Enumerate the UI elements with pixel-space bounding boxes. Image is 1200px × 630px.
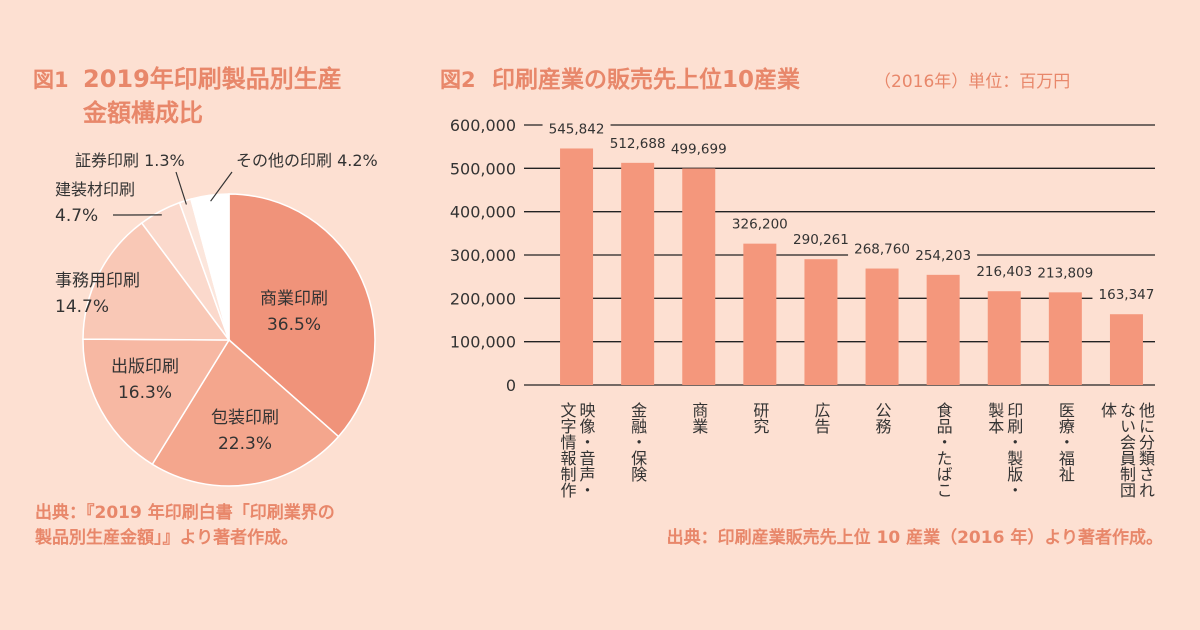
bar-title: 印刷産業の販売先上位10産業 (492, 66, 801, 93)
pie-label-6: その他の印刷 4.2% (236, 151, 378, 170)
bar-source: 出典：印刷産業販売先上位 10 産業（2016 年）より著者作成。 (667, 527, 1163, 548)
pie-fig-label: 図1 (33, 68, 69, 92)
pie-value-1: 22.3% (218, 434, 272, 454)
bar-7 (987, 291, 1021, 385)
bar-value-bg-0 (542, 118, 611, 137)
y-tick-label-3: 300,000 (450, 246, 516, 265)
x-category-label-3-0: 研究 (750, 402, 769, 434)
bar-value-bg-5 (848, 238, 917, 257)
pie-leader-5 (175, 171, 187, 205)
pie-slice-1 (151, 338, 340, 487)
x-category-label-8-0: 医療・福祉 (1056, 402, 1075, 482)
pie-slice-6 (190, 193, 230, 341)
x-category-label-6-0: 食品・たばこ (934, 402, 953, 498)
bar-chart: 0 100,000 200,000 300,000 400,000 500,000 600,… (450, 116, 1161, 498)
bar-value-bg-1 (603, 132, 672, 151)
y-tick-label-2: 200,000 (450, 289, 516, 308)
bar-value-bg-3 (725, 213, 794, 232)
y-tick-label-0: 0 (506, 376, 516, 395)
pie-value-4: 4.7% (55, 206, 98, 226)
bar-value-bg-4 (786, 229, 855, 248)
bar-5 (865, 268, 899, 385)
x-category-label-7-0: 印刷・製版・ (1004, 402, 1023, 498)
y-tick-label-1: 100,000 (450, 333, 516, 352)
bar-value-bg-6 (909, 244, 978, 263)
y-tick-label-5: 500,000 (450, 159, 516, 178)
bar-value-label-7: 216,403 (976, 264, 1032, 280)
bar-value-label-9: 163,347 (1099, 287, 1155, 303)
pie-label-3: 事務用印刷 (55, 271, 140, 291)
bar-fig-label: 図2 (440, 68, 476, 92)
bar-value-label-5: 268,760 (854, 242, 910, 258)
bar-value-label-4: 290,261 (793, 232, 849, 248)
bar-value-label-1: 512,688 (610, 136, 666, 152)
bar-value-bg-7 (970, 261, 1039, 280)
bar-0 (560, 148, 594, 385)
pie-label-0: 商業印刷 (260, 289, 328, 309)
bar-value-bg-2 (664, 138, 733, 157)
pie-leader-6 (210, 171, 233, 202)
bar-value-label-8: 213,809 (1037, 265, 1093, 281)
pie-value-3: 14.7% (55, 297, 109, 317)
pie-title-line-2: 金額構成比 (82, 99, 203, 127)
x-category-label-1-0: 金融・保険 (628, 402, 647, 482)
bar-2 (682, 168, 716, 385)
bar-subtitle: （2016年）単位：百万円 (874, 72, 1070, 92)
x-category-label-9-0: 他に分類され (1136, 402, 1155, 498)
pie-slice-0 (228, 193, 376, 438)
bar-value-label-0: 545,842 (549, 121, 605, 137)
bar-4 (804, 259, 838, 385)
y-tick-label-6: 600,000 (450, 116, 516, 135)
bar-3 (743, 243, 777, 385)
bar-value-bg-8 (1031, 262, 1100, 281)
pie-label-1: 包装印刷 (211, 408, 279, 428)
pie-slice-2 (82, 338, 231, 466)
x-category-label-4-0: 広告 (811, 402, 830, 434)
pie-value-0: 36.5% (267, 315, 321, 335)
bar-value-label-2: 499,699 (671, 141, 727, 157)
bar-1 (621, 162, 655, 385)
bar-value-bg-9 (1092, 284, 1161, 303)
y-tick-label-4: 400,000 (450, 203, 516, 222)
x-category-label-5-0: 公務 (873, 402, 892, 435)
bar-6 (926, 274, 960, 385)
x-category-label-0-0: 映像・音声・ (577, 402, 596, 498)
pie-label-4: 建装材印刷 (55, 180, 135, 199)
pie-source-line-2: 製品別生産金額」』より著者作成。 (34, 527, 298, 548)
pie-label-5: 証券印刷 1.3% (75, 151, 185, 170)
x-category-label-7-1: 製本 (985, 402, 1004, 434)
pie-slice-3 (82, 221, 231, 341)
bar-8 (1048, 292, 1082, 385)
pie-value-2: 16.3% (118, 383, 172, 403)
bar-value-label-3: 326,200 (732, 217, 788, 233)
x-category-label-9-1: ない会員制団 (1117, 402, 1136, 498)
pie-label-2: 出版印刷 (111, 357, 179, 377)
bar-value-label-6: 254,203 (915, 248, 971, 264)
x-category-label-0-1: 文字情報制作 (558, 402, 577, 498)
bar-9 (1109, 314, 1143, 385)
pie-source-line-1: 出典：『2019 年印刷白書「印刷業界の (35, 502, 335, 523)
x-category-label-2-0: 商業 (689, 402, 708, 434)
pie-chart: 商業印刷 36.5% 包装印刷 22.3% 出版印刷 16.3% 事務用印刷 14.7% 建装材… (55, 151, 378, 487)
x-category-label-9-2: 体 (1098, 402, 1117, 418)
pie-title-line-1: 2019年印刷製品別生産 (83, 65, 342, 93)
